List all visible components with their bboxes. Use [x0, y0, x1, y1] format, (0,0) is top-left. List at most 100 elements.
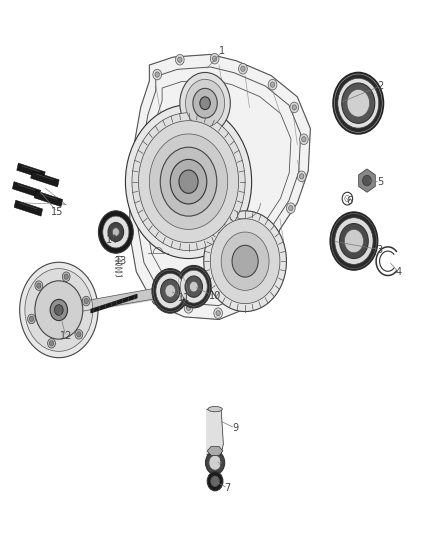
Circle shape	[339, 223, 368, 259]
Circle shape	[189, 281, 198, 292]
Circle shape	[25, 269, 93, 351]
Circle shape	[204, 211, 286, 312]
Circle shape	[152, 269, 188, 313]
Circle shape	[125, 105, 252, 259]
Circle shape	[185, 79, 225, 127]
Circle shape	[62, 272, 70, 281]
Text: 7: 7	[225, 483, 231, 493]
Circle shape	[302, 136, 306, 142]
Circle shape	[200, 97, 210, 110]
Circle shape	[138, 120, 239, 243]
Circle shape	[292, 105, 297, 110]
Circle shape	[212, 56, 217, 61]
Circle shape	[286, 203, 295, 214]
Circle shape	[239, 63, 247, 74]
Circle shape	[232, 245, 258, 277]
Text: 9: 9	[232, 423, 238, 433]
Circle shape	[29, 316, 34, 321]
Circle shape	[289, 206, 293, 211]
Circle shape	[156, 273, 185, 309]
Circle shape	[28, 314, 35, 324]
Circle shape	[221, 232, 269, 290]
Circle shape	[48, 338, 56, 348]
Circle shape	[347, 90, 370, 117]
Text: 6: 6	[346, 196, 353, 206]
Circle shape	[300, 174, 304, 179]
Circle shape	[37, 283, 41, 288]
Circle shape	[178, 57, 182, 62]
Circle shape	[185, 276, 202, 297]
Circle shape	[241, 66, 245, 71]
Text: 14: 14	[106, 235, 119, 245]
Circle shape	[82, 296, 90, 306]
Circle shape	[165, 290, 169, 296]
Circle shape	[165, 285, 176, 297]
Circle shape	[300, 134, 308, 144]
Circle shape	[342, 83, 375, 123]
Circle shape	[132, 113, 245, 251]
Circle shape	[49, 341, 54, 346]
Text: 12: 12	[60, 332, 72, 342]
Text: 4: 4	[395, 267, 401, 277]
Text: 5: 5	[377, 176, 383, 187]
Polygon shape	[12, 182, 41, 198]
Circle shape	[54, 305, 63, 316]
Circle shape	[363, 175, 371, 186]
Circle shape	[209, 455, 221, 470]
Text: 13: 13	[115, 256, 127, 266]
Circle shape	[270, 82, 275, 87]
Circle shape	[161, 279, 180, 303]
Circle shape	[84, 298, 88, 304]
Circle shape	[153, 69, 162, 80]
Circle shape	[103, 216, 129, 248]
Circle shape	[170, 159, 207, 204]
Circle shape	[160, 147, 217, 216]
Circle shape	[155, 72, 159, 77]
Circle shape	[333, 72, 384, 134]
Circle shape	[335, 217, 373, 264]
Circle shape	[99, 211, 133, 253]
Circle shape	[290, 102, 299, 113]
Circle shape	[216, 311, 220, 316]
Circle shape	[176, 54, 184, 65]
Circle shape	[77, 332, 81, 337]
Circle shape	[207, 472, 223, 491]
Text: 1: 1	[219, 46, 226, 56]
Ellipse shape	[208, 407, 222, 412]
Text: 11: 11	[178, 293, 190, 303]
Circle shape	[338, 78, 379, 128]
Polygon shape	[17, 163, 45, 179]
Polygon shape	[207, 409, 223, 455]
Text: 15: 15	[51, 207, 63, 217]
Circle shape	[211, 476, 219, 487]
Circle shape	[214, 308, 223, 318]
Circle shape	[210, 219, 280, 304]
Circle shape	[177, 265, 211, 308]
Circle shape	[162, 288, 171, 298]
Circle shape	[35, 281, 43, 290]
Polygon shape	[130, 54, 311, 319]
Polygon shape	[34, 191, 63, 207]
Circle shape	[113, 228, 119, 236]
Text: 8: 8	[219, 458, 225, 467]
Circle shape	[75, 329, 83, 339]
Circle shape	[210, 53, 219, 64]
Circle shape	[184, 303, 193, 313]
Circle shape	[108, 222, 124, 241]
Circle shape	[179, 170, 198, 193]
Circle shape	[180, 270, 207, 303]
Circle shape	[205, 451, 225, 474]
Circle shape	[268, 79, 277, 90]
Circle shape	[297, 171, 306, 182]
Text: 10: 10	[208, 291, 221, 301]
Text: 3: 3	[376, 245, 382, 255]
Circle shape	[64, 274, 68, 279]
Polygon shape	[14, 200, 42, 216]
Polygon shape	[207, 447, 223, 456]
Polygon shape	[31, 171, 59, 187]
Circle shape	[50, 300, 67, 320]
Circle shape	[330, 212, 378, 270]
Text: 2: 2	[377, 81, 383, 91]
Circle shape	[186, 305, 191, 311]
Circle shape	[35, 281, 83, 339]
